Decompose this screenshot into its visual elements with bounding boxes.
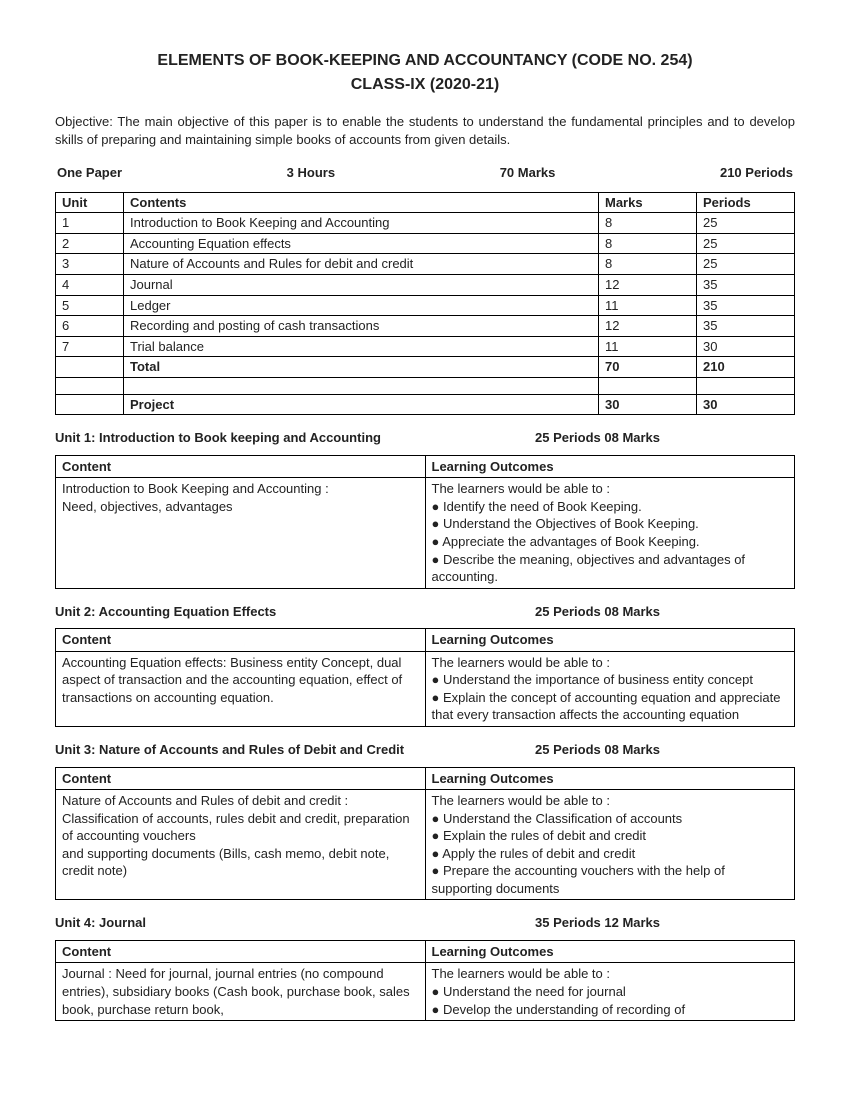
unit-1-header: Unit 1: Introduction to Book keeping and…	[55, 429, 795, 447]
spacer-row	[56, 377, 795, 394]
table-row: 5Ledger1135	[56, 295, 795, 316]
unit-title: Unit 2: Accounting Equation Effects	[55, 603, 535, 621]
unit-3-header: Unit 3: Nature of Accounts and Rules of …	[55, 741, 795, 759]
page-subtitle: CLASS-IX (2020-21)	[55, 74, 795, 96]
table-row: 6Recording and posting of cash transacti…	[56, 316, 795, 337]
unit-content: Journal : Need for journal, journal entr…	[56, 963, 426, 1021]
meta-periods: 210 Periods	[720, 164, 793, 182]
table-row: 2Accounting Equation effects825	[56, 233, 795, 254]
unit-1-table: Content Learning Outcomes Introduction t…	[55, 455, 795, 589]
unit-outcomes: The learners would be able to : ● Unders…	[425, 790, 795, 900]
unit-content: Nature of Accounts and Rules of debit an…	[56, 790, 426, 900]
unit-meta: 35 Periods 12 Marks	[535, 914, 795, 932]
outcomes-header: Learning Outcomes	[425, 940, 795, 963]
meta-paper: One Paper	[57, 164, 122, 182]
content-header: Content	[56, 629, 426, 652]
table-row: 3Nature of Accounts and Rules for debit …	[56, 254, 795, 275]
project-row: Project3030	[56, 394, 795, 415]
table-row: 1Introduction to Book Keeping and Accoun…	[56, 213, 795, 234]
unit-title: Unit 4: Journal	[55, 914, 535, 932]
outcomes-header: Learning Outcomes	[425, 629, 795, 652]
unit-meta: 25 Periods 08 Marks	[535, 429, 795, 447]
content-header: Content	[56, 940, 426, 963]
syllabus-table: Unit Contents Marks Periods 1Introductio…	[55, 192, 795, 415]
unit-title: Unit 1: Introduction to Book keeping and…	[55, 429, 535, 447]
unit-content: Accounting Equation effects: Business en…	[56, 651, 426, 726]
total-row: Total70210	[56, 357, 795, 378]
unit-title: Unit 3: Nature of Accounts and Rules of …	[55, 741, 535, 759]
table-row: 7Trial balance1130	[56, 336, 795, 357]
unit-meta: 25 Periods 08 Marks	[535, 741, 795, 759]
unit-4-header: Unit 4: Journal 35 Periods 12 Marks	[55, 914, 795, 932]
meta-duration: 3 Hours	[287, 164, 335, 182]
table-row: 4Journal1235	[56, 275, 795, 296]
unit-outcomes: The learners would be able to : ● Unders…	[425, 651, 795, 726]
outcomes-header: Learning Outcomes	[425, 455, 795, 478]
unit-content: Introduction to Book Keeping and Account…	[56, 478, 426, 588]
unit-2-table: Content Learning Outcomes Accounting Equ…	[55, 628, 795, 727]
unit-2-header: Unit 2: Accounting Equation Effects 25 P…	[55, 603, 795, 621]
content-header: Content	[56, 767, 426, 790]
unit-meta: 25 Periods 08 Marks	[535, 603, 795, 621]
outcomes-header: Learning Outcomes	[425, 767, 795, 790]
content-header: Content	[56, 455, 426, 478]
col-marks: Marks	[599, 192, 697, 213]
meta-marks: 70 Marks	[500, 164, 556, 182]
unit-4-table: Content Learning Outcomes Journal : Need…	[55, 940, 795, 1021]
unit-outcomes: The learners would be able to : ● Unders…	[425, 963, 795, 1021]
col-periods: Periods	[697, 192, 795, 213]
unit-3-table: Content Learning Outcomes Nature of Acco…	[55, 767, 795, 901]
col-unit: Unit	[56, 192, 124, 213]
objective-text: Objective: The main objective of this pa…	[55, 113, 795, 148]
meta-row: One Paper 3 Hours 70 Marks 210 Periods	[55, 164, 795, 182]
unit-outcomes: The learners would be able to : ● Identi…	[425, 478, 795, 588]
col-contents: Contents	[124, 192, 599, 213]
page-title: ELEMENTS OF BOOK-KEEPING AND ACCOUNTANCY…	[55, 50, 795, 72]
